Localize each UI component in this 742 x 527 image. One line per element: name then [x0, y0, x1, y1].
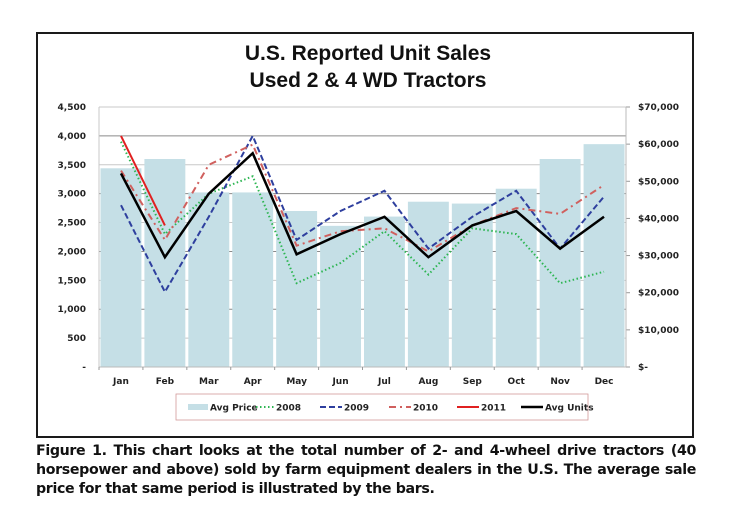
- bar-avg-price-aug: [407, 201, 449, 367]
- legend-label-2009: 2009: [344, 404, 369, 414]
- legend: Avg Price 2008 2009 2010 2011 Avg Units: [175, 393, 594, 421]
- x-tick-label: Jan: [112, 377, 129, 387]
- x-tick-label: Dec: [595, 377, 614, 387]
- series-line-2009: [120, 133, 605, 294]
- left-tick-label: 2,000: [58, 247, 86, 257]
- right-tick-label: $70,000: [638, 103, 679, 113]
- left-tick-label: 500: [67, 334, 86, 344]
- chart-title-line-2: Used 2 & 4 WD Tractors: [250, 69, 487, 92]
- left-tick-label: 4,500: [58, 103, 86, 113]
- figure-caption: Figure 1. This chart looks at the total …: [36, 443, 696, 497]
- x-tick-label: Nov: [550, 377, 570, 387]
- series-line-2010: [120, 143, 605, 253]
- right-tick-label: $30,000: [638, 252, 679, 262]
- x-tick-label: Sep: [463, 377, 483, 387]
- bars-avg-price: [100, 144, 625, 367]
- gridlines: [99, 106, 626, 339]
- x-tick-label: Jul: [377, 377, 391, 387]
- right-tick-label: $60,000: [638, 140, 679, 150]
- bar-avg-price-oct: [495, 188, 537, 367]
- x-tick-label: Jun: [331, 377, 348, 387]
- legend-label-avg-price: Avg Price: [210, 404, 258, 414]
- legend-label-2008: 2008: [276, 404, 301, 414]
- legend-label-2011: 2011: [481, 404, 506, 414]
- legend-label-avg-units: Avg Units: [545, 404, 594, 414]
- left-tick-label: 3,000: [58, 190, 86, 200]
- bar-avg-price-jun: [320, 225, 361, 367]
- x-tick-label: Apr: [244, 377, 262, 387]
- chart-title-line-1: U.S. Reported Unit Sales: [245, 42, 491, 65]
- right-tick-label: $40,000: [638, 214, 679, 224]
- bar-avg-price-sep: [451, 203, 493, 367]
- right-tick-label: $-: [638, 363, 648, 373]
- series-line-2011: [120, 135, 166, 226]
- x-tick-label: Aug: [418, 377, 438, 387]
- left-tick-label: 1,500: [58, 276, 86, 286]
- left-tick-label: 2,500: [58, 219, 86, 229]
- bar-avg-price-apr: [232, 192, 274, 367]
- bar-avg-price-nov: [539, 159, 581, 367]
- bar-avg-price-may: [276, 211, 318, 367]
- axes: - 500 1,000 1,500 2,000 2,500 3,000 3,500 4,000 4…: [58, 103, 679, 387]
- legend-swatch-avg-price: [188, 404, 208, 410]
- left-tick-label: 1,000: [58, 305, 86, 315]
- x-tick-label: Feb: [156, 377, 175, 387]
- left-tick-label: 3,500: [58, 161, 86, 171]
- legend-box: [175, 393, 589, 421]
- right-tick-label: $20,000: [638, 289, 679, 299]
- right-tick-label: $50,000: [638, 177, 679, 187]
- lines: [119, 133, 605, 294]
- left-tick-label: -: [82, 363, 86, 373]
- legend-label-2010: 2010: [413, 404, 438, 414]
- series-line-avg-units: [119, 151, 605, 260]
- x-tick-label: May: [286, 377, 307, 387]
- series-line-2008: [120, 141, 605, 285]
- x-tick-label: Mar: [199, 377, 219, 387]
- x-tick-label: Oct: [508, 377, 526, 387]
- right-tick-label: $10,000: [638, 326, 679, 336]
- bar-avg-price-jul: [364, 216, 405, 367]
- bar-avg-price-dec: [583, 144, 625, 367]
- chart: U.S. Reported Unit Sales Used 2 & 4 WD T…: [58, 42, 679, 421]
- bar-avg-price-mar: [188, 192, 230, 367]
- left-tick-label: 4,000: [58, 132, 86, 142]
